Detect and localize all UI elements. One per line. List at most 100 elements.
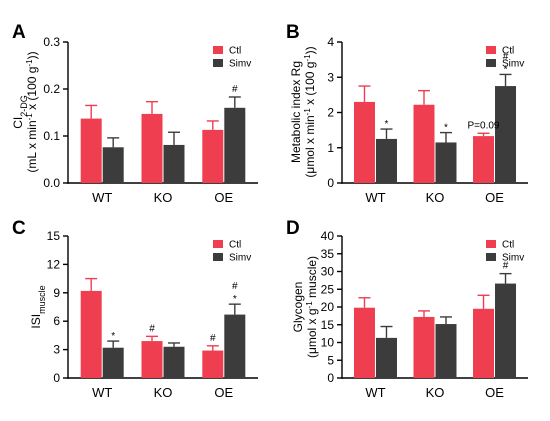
y-axis-title: ISImuscle	[29, 285, 47, 328]
y-axis-title: (μmol x min-1 x (100 g-1))	[303, 46, 318, 177]
legend-label-simv: Simv	[229, 253, 251, 264]
x-tick-label: WT	[92, 385, 112, 400]
bar-ctl	[80, 118, 102, 183]
bar-ctl	[202, 350, 224, 378]
panel-d: D 0 5 10 15 20 25 30 35 40 Glycogen(μmol x g-1 mus…	[286, 218, 528, 400]
bar-ctl	[413, 316, 435, 378]
panel-b: B 0 1 2 3 4 Metabolic index Rg (μmol x min-1 x …	[286, 22, 528, 205]
y-axis-title: (mL x min-1 x (100 g-1))	[25, 51, 40, 172]
significance-label: *	[444, 123, 448, 134]
significance-label: P=0.09	[468, 120, 500, 131]
bar-simv	[495, 86, 517, 183]
y-axis-title: Metabolic index Rg	[289, 61, 303, 163]
legend-swatch-ctl	[213, 240, 223, 248]
x-tick-label: KO	[154, 190, 173, 205]
bar-ctl	[202, 129, 224, 183]
y-tick-label: 3	[327, 70, 334, 84]
bar-simv	[163, 346, 185, 378]
bar-simv	[375, 337, 397, 378]
y-tick-label: 35	[321, 247, 335, 261]
panel-c: C 0 3 6 9 12 15 ISImuscle WT KO OE * # # * # Ctl Simv	[12, 218, 258, 400]
significance-label: #	[232, 84, 238, 95]
y-tick-label: 9	[53, 286, 60, 300]
legend-label-ctl: Ctl	[502, 240, 514, 251]
x-tick-label: OE	[214, 190, 233, 205]
x-tick-label: WT	[92, 190, 112, 205]
significance-label: *	[385, 119, 389, 130]
legend-swatch-simv	[213, 253, 223, 261]
y-tick-label: 5	[327, 353, 334, 367]
significance-label: *	[233, 294, 237, 305]
y-tick-label: 0	[327, 176, 334, 190]
bar-ctl	[473, 308, 495, 378]
y-axis-title: (μmol x g-1 muscle)	[305, 256, 320, 358]
bar-ctl	[353, 307, 375, 378]
y-axis-title: CI2-DG	[11, 95, 29, 129]
significance-label: *	[111, 331, 115, 342]
bar-ctl	[413, 104, 435, 183]
bar-simv	[224, 314, 246, 378]
y-tick-label: 12	[47, 257, 61, 271]
legend-label-simv: Simv	[229, 59, 251, 70]
y-tick-label: 1	[327, 141, 334, 155]
y-tick-label: 30	[321, 265, 335, 279]
bar-simv	[435, 142, 457, 183]
bar-simv	[102, 347, 124, 378]
x-tick-label: OE	[485, 385, 504, 400]
y-tick-label: 4	[327, 35, 334, 49]
legend-label-simv: Simv	[502, 59, 524, 70]
legend-swatch-ctl	[486, 46, 496, 54]
bar-ctl	[353, 101, 375, 183]
y-tick-label: 25	[321, 282, 335, 296]
x-tick-label: WT	[365, 385, 385, 400]
y-axis-title: Glycogen	[291, 282, 305, 333]
significance-label: #	[232, 281, 238, 292]
y-tick-label: 15	[321, 318, 335, 332]
bar-simv	[163, 144, 185, 183]
y-tick-label: 40	[321, 229, 335, 243]
bar-ctl	[80, 290, 102, 378]
bar-simv	[435, 324, 457, 378]
legend-swatch-simv	[486, 59, 496, 67]
x-tick-label: WT	[365, 190, 385, 205]
significance-label: *	[504, 64, 508, 75]
y-tick-label: 0.2	[43, 82, 60, 96]
x-tick-label: KO	[426, 385, 445, 400]
legend-swatch-simv	[486, 253, 496, 261]
significance-label: #	[149, 323, 155, 334]
panel-letter: D	[286, 218, 300, 239]
y-tick-label: 10	[321, 336, 335, 350]
bar-ctl	[141, 341, 163, 378]
y-tick-label: 6	[53, 314, 60, 328]
x-tick-label: KO	[426, 190, 445, 205]
y-tick-label: 2	[327, 106, 334, 120]
y-tick-label: 15	[47, 229, 61, 243]
significance-label: #	[210, 333, 216, 344]
legend-label-ctl: Ctl	[502, 46, 514, 57]
y-tick-label: 0.1	[43, 129, 60, 143]
x-tick-label: OE	[214, 385, 233, 400]
panel-letter: B	[286, 22, 300, 43]
bar-simv	[102, 147, 124, 183]
legend-label-ctl: Ctl	[229, 240, 241, 251]
bar-simv	[224, 107, 246, 183]
legend-label-simv: Simv	[502, 253, 524, 264]
legend-swatch-ctl	[213, 46, 223, 54]
y-tick-label: 0	[327, 371, 334, 385]
legend-swatch-simv	[213, 59, 223, 67]
legend-swatch-ctl	[486, 240, 496, 248]
bar-ctl	[141, 113, 163, 183]
y-tick-label: 20	[321, 300, 335, 314]
bar-simv	[495, 283, 517, 378]
bar-simv	[375, 138, 397, 183]
y-tick-label: 0.0	[43, 176, 60, 190]
y-tick-label: 0.3	[43, 35, 60, 49]
significance-label: #	[503, 51, 509, 62]
panel-a: A 0.0 0.1 0.2 0.3 CI2-DG(mL x min-1 x (100 g-…	[11, 22, 258, 205]
x-tick-label: OE	[485, 190, 504, 205]
y-tick-label: 0	[53, 371, 60, 385]
significance-label: #	[503, 261, 509, 272]
panel-letter: A	[12, 22, 26, 43]
x-tick-label: KO	[154, 385, 173, 400]
